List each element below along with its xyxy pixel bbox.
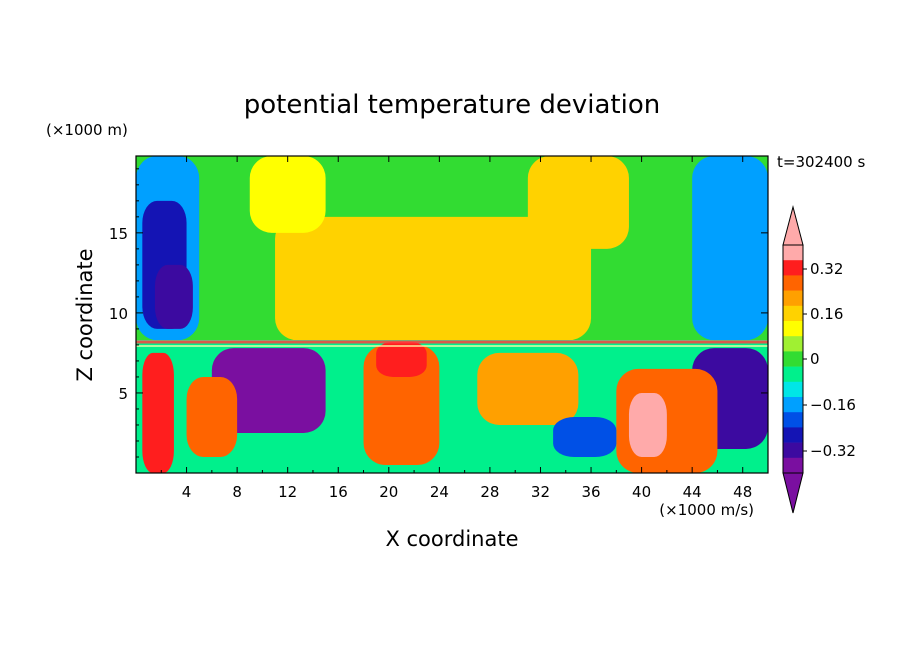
colorbar-segment-1 xyxy=(783,260,803,276)
contour-region-4 xyxy=(275,216,592,341)
y-tick-label-2: 15 xyxy=(109,225,128,243)
contour-region-18 xyxy=(186,376,238,457)
contour-field xyxy=(136,156,768,473)
colorbar-segment-12 xyxy=(783,427,803,443)
x-tick-label-8: 36 xyxy=(581,483,600,501)
x-tick-label-0: 4 xyxy=(182,483,192,501)
colorbar-label-3: −0.16 xyxy=(810,396,856,414)
x-tick-label-3: 16 xyxy=(329,483,348,501)
contour-region-16 xyxy=(376,341,427,377)
x-tick-label-4: 20 xyxy=(379,483,398,501)
contour-region-6 xyxy=(249,156,326,233)
colorbar-segment-14 xyxy=(783,457,803,474)
contour-region-14 xyxy=(553,416,617,457)
contour-region-3 xyxy=(154,264,193,329)
colorbar-segment-3 xyxy=(783,290,803,307)
colorbar-segment-11 xyxy=(783,412,803,428)
contour-region-9 xyxy=(211,348,326,433)
colorbar-label-0: 0.32 xyxy=(810,260,843,278)
x-tick-label-2: 12 xyxy=(278,483,297,501)
x-axis: 4 8 12 16 20 24 28 32 36 40 44 48 xyxy=(160,156,752,501)
colorbar-segment-9 xyxy=(783,381,803,398)
contour-region-7 xyxy=(692,156,768,341)
y-tick-label-1: 10 xyxy=(109,305,128,323)
x-tick-label-11: 48 xyxy=(733,483,752,501)
colorbar-segment-2 xyxy=(783,275,803,291)
colorbar-segment-8 xyxy=(783,366,803,383)
colorbar-segment-6 xyxy=(783,336,803,352)
contour-region-13 xyxy=(477,352,579,425)
contour-region-17 xyxy=(142,352,174,473)
y-tick-label-0: 5 xyxy=(118,385,128,403)
x-tick-label-6: 28 xyxy=(480,483,499,501)
x-tick-label-5: 24 xyxy=(430,483,449,501)
colorbar-label-2: 0 xyxy=(810,350,820,368)
contour-region-5 xyxy=(527,156,629,249)
plot-frame xyxy=(135,155,769,474)
colorbar-segment-5 xyxy=(783,321,803,337)
colorbar-segment-0 xyxy=(783,245,803,261)
x-axis-title: X coordinate xyxy=(385,527,518,551)
chart-title: potential temperature deviation xyxy=(244,90,660,120)
y-axis: 5 10 15 xyxy=(109,168,768,458)
x-tick-label-7: 32 xyxy=(531,483,550,501)
colorbar-extend-bottom xyxy=(782,472,804,514)
colorbar-label-1: 0.16 xyxy=(810,305,843,323)
x-tick-label-9: 40 xyxy=(632,483,651,501)
time-label: t=302400 s xyxy=(777,153,865,171)
colorbar-segment-10 xyxy=(783,397,803,413)
x-tick-label-10: 44 xyxy=(683,483,702,501)
y-axis-title: Z coordinate xyxy=(73,248,97,381)
colorbar-label-4: −0.32 xyxy=(810,442,856,460)
colorbar-segment-13 xyxy=(783,442,803,459)
colorbar: 0.32 0.16 0 −0.16 −0.32 xyxy=(782,205,856,514)
contour-region-15 xyxy=(363,344,440,465)
y-unit-label: (×1000 m) xyxy=(46,121,128,139)
colorbar-segment-4 xyxy=(783,305,803,322)
colorbar-extend-top xyxy=(782,205,804,246)
colorbar-segment-7 xyxy=(783,351,803,367)
x-tick-label-1: 8 xyxy=(232,483,242,501)
x-unit-label: (×1000 m/s) xyxy=(659,501,754,519)
contour-region-12 xyxy=(628,392,667,457)
